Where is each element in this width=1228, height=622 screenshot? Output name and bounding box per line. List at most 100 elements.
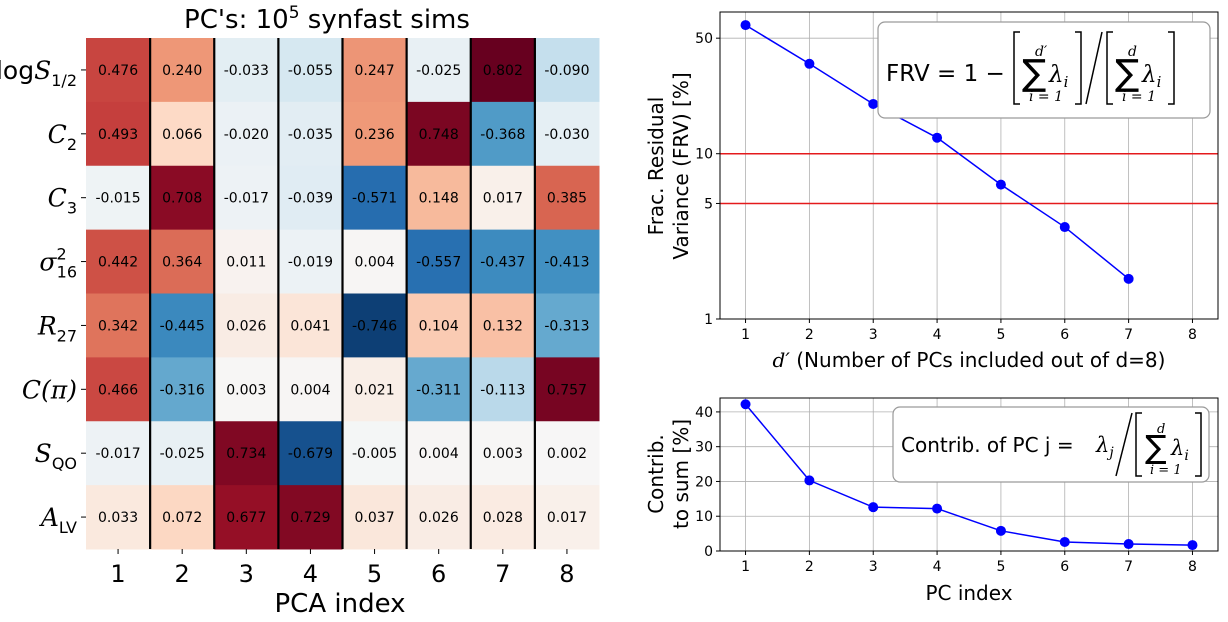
heatmap-cell-label: 0.385 [547, 191, 587, 207]
heatmap-cell [406, 421, 472, 486]
contrib-point [1059, 536, 1070, 547]
heatmap-cell-label: 0.026 [419, 510, 459, 526]
contrib-panel: 1 2 3 4 5 6 7 8 0 10 20 30 40 Contrib. to sum [%] P… [644, 397, 1219, 605]
heatmap-cell-label: -0.025 [160, 446, 205, 462]
heatmap-cell [278, 357, 343, 422]
heatmap-cell [406, 101, 472, 167]
frv-y-tick-label: 1 [704, 312, 713, 328]
heatmap-row-label: σ2 16 [39, 245, 77, 282]
svg-text:λi: λi [1048, 62, 1069, 91]
heatmap-cell [342, 38, 408, 103]
frv-point [932, 132, 943, 143]
contrib-formula-prefix: Contrib. of PC j = [901, 433, 1074, 457]
heatmap-cell [278, 421, 343, 486]
heatmap-cell [278, 38, 343, 103]
frv-threshold-lines [720, 152, 1218, 205]
contrib-ylabel-line1: Contrib. [644, 434, 668, 514]
frv-formula-prefix: FRV = 1 − [886, 61, 1005, 87]
heatmap-cell [86, 229, 151, 294]
frv-series [740, 20, 1134, 284]
heatmap-cell [214, 293, 279, 358]
heatmap-cell-label: -0.746 [352, 318, 397, 334]
heatmap-cell-label: 0.003 [483, 446, 523, 462]
heatmap-cell-label: 0.003 [226, 382, 266, 398]
heatmap-cell-label: 0.066 [162, 127, 202, 143]
heatmap-cell-label: -0.005 [352, 446, 397, 462]
heatmap-cell-label: 0.342 [98, 318, 138, 334]
heatmap-row-label: C(π) [22, 375, 77, 404]
heatmap-row-label: C2 [48, 120, 77, 154]
contrib-point [932, 503, 943, 514]
frv-point [1059, 222, 1070, 233]
frv-x-tick-label: 8 [1188, 327, 1197, 343]
heatmap-cell [214, 101, 279, 167]
heatmap-cell [214, 357, 279, 422]
heatmap-cell-label: -0.033 [224, 63, 269, 79]
heatmap-cell-label: -0.039 [288, 191, 333, 207]
heatmap-cell-label: 0.132 [483, 318, 523, 334]
heatmap-cell [278, 293, 343, 358]
svg-text:i = 1: i = 1 [1122, 89, 1156, 105]
heatmap-cell-label: 0.734 [226, 446, 266, 462]
contrib-x-tick-label: 6 [1060, 559, 1069, 575]
contrib-x-tick-label: 7 [1124, 559, 1133, 575]
heatmap-cell-label: -0.030 [544, 127, 589, 143]
heatmap-cell [150, 101, 215, 167]
heatmap-cell [470, 101, 536, 167]
heatmap-cell [534, 421, 600, 486]
heatmap-x-tick-label: 8 [559, 560, 574, 588]
heatmap-cells: 0.476 0.240 -0.033 -0.055 0.247 -0.025 0.802 -0… [86, 38, 600, 550]
heatmap-cell [214, 229, 279, 294]
heatmap-cell-label: -0.015 [95, 191, 140, 207]
heatmap-cell-label: 0.708 [162, 191, 202, 207]
svg-text:d: d [1157, 422, 1165, 437]
heatmap-cell-label: 0.240 [162, 63, 202, 79]
heatmap-cell-label: -0.311 [416, 382, 461, 398]
heatmap-x-tick-label: 4 [303, 560, 318, 588]
heatmap-cell-label: 0.011 [226, 255, 266, 271]
heatmap-cell-label: 0.677 [226, 510, 266, 526]
heatmap-cell-label: -0.316 [160, 382, 205, 398]
heatmap-cell [534, 357, 600, 422]
frv-x-ticks: 1 2 3 4 5 6 7 8 [741, 319, 1197, 343]
heatmap-cell [534, 229, 600, 294]
heatmap-cell [342, 421, 408, 486]
heatmap-cell-label: -0.437 [480, 255, 525, 271]
frv-point [740, 20, 751, 31]
svg-text:i = 1: i = 1 [1150, 463, 1182, 478]
heatmap-x-tick-label: 3 [239, 560, 254, 588]
heatmap-row-label: SQO [35, 439, 77, 473]
heatmap-cell [342, 485, 408, 550]
contrib-point [1123, 539, 1134, 550]
heatmap-cell-label: -0.020 [224, 127, 269, 143]
heatmap-cell [342, 229, 408, 294]
heatmap-cell [214, 421, 279, 486]
frv-y-ticks: 1 5 10 50 [695, 31, 720, 328]
heatmap-cell-label: 0.004 [419, 446, 459, 462]
heatmap-cell [470, 357, 536, 422]
contrib-formula-box: Contrib. of PC j = λj d ∑ i = 1 λi [892, 406, 1210, 483]
heatmap-cell [406, 38, 472, 103]
heatmap-cell-label: -0.055 [288, 63, 333, 79]
heatmap-x-ticks: 1 2 3 4 5 6 7 8 [110, 549, 575, 588]
heatmap-cell-label: 0.072 [162, 510, 202, 526]
heatmap-cell [342, 101, 408, 167]
heatmap-cell [150, 421, 215, 486]
heatmap-x-tick-label: 1 [110, 560, 125, 588]
heatmap-panel: PC's: 105 synfast sims 0.476 0.240 -0.033 -… [0, 3, 600, 619]
heatmap-x-tick-label: 7 [495, 560, 510, 588]
heatmap-cell [470, 165, 536, 231]
contrib-y-tick-label: 10 [695, 509, 713, 525]
heatmap-cell [470, 293, 536, 358]
heatmap-cell-label: 0.017 [483, 191, 523, 207]
heatmap-cell [150, 357, 215, 422]
contrib-x-tick-label: 4 [933, 559, 942, 575]
heatmap-cell [534, 485, 600, 550]
heatmap-cell-label: 0.004 [355, 255, 395, 271]
heatmap-cell-label: -0.017 [224, 191, 269, 207]
frv-formula-box: FRV = 1 − d′ ∑ i = 1 λi d ∑ i = 1 λi [877, 21, 1211, 119]
heatmap-cell [342, 165, 408, 231]
heatmap-cell [342, 357, 408, 422]
heatmap-cell-label: 0.757 [547, 382, 587, 398]
heatmap-cell-label: 0.802 [483, 63, 523, 79]
